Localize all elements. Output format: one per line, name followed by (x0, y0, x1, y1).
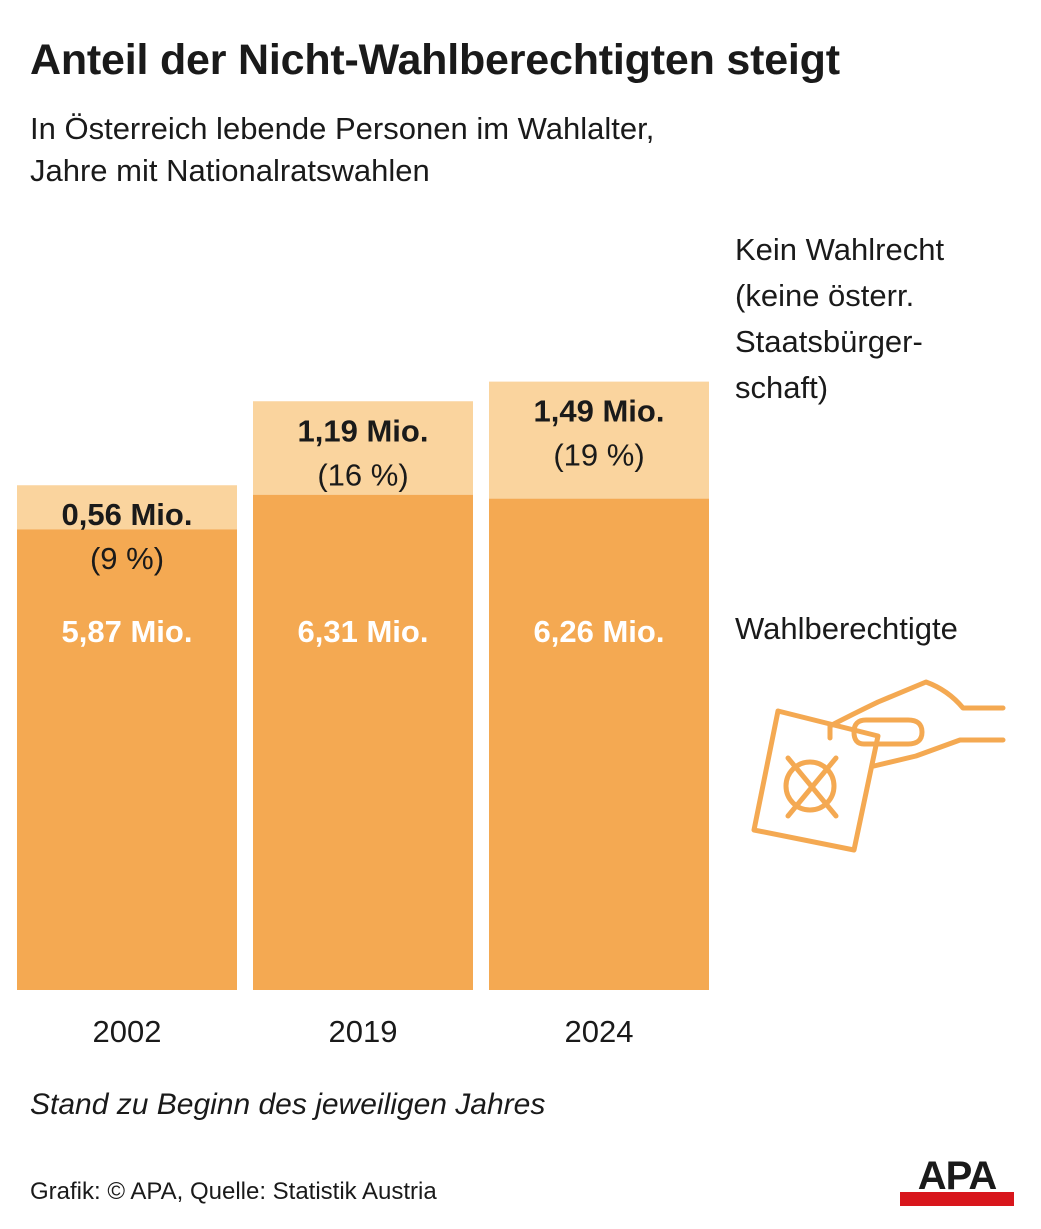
legend-eligible: Wahlberechtigte (735, 611, 958, 646)
stacked-bar-chart: 5,87 Mio. 0,56 Mio. (9 %) 2002 6,31 Mio. 1,19… (17, 381, 709, 1049)
x-tick-2002: 2002 (93, 1014, 162, 1049)
legend-no-vote-line-4: schaft) (735, 370, 829, 405)
chart-subtitle: In Österreich lebende Personen im Wahlal… (30, 108, 654, 192)
subtitle-line-1: In Österreich lebende Personen im Wahlal… (30, 111, 655, 146)
label-eligible-2002: 5,87 Mio. (62, 614, 193, 649)
label-eligible-2019: 6,31 Mio. (298, 614, 429, 649)
footnote: Stand zu Beginn des jeweiligen Jahres (30, 1088, 546, 1121)
x-tick-2019: 2019 (329, 1014, 398, 1049)
source-credit: Grafik: © APA, Quelle: Statistik Austria (30, 1178, 437, 1205)
label-no-vote-pct-2002: (9 %) (90, 541, 164, 576)
bar-no-vote-2019 (253, 401, 473, 495)
legend-no-vote: Kein Wahlrecht (keine österr. Staatsbürg… (735, 227, 944, 411)
apa-logo-text: APA (917, 1154, 997, 1198)
label-no-vote-2019: 1,19 Mio. (298, 413, 429, 448)
x-tick-2024: 2024 (565, 1014, 634, 1049)
bar-eligible-2024 (489, 498, 709, 990)
apa-logo-bar (900, 1192, 1014, 1206)
legend-no-vote-line-2: (keine österr. (735, 278, 915, 313)
label-no-vote-pct-2019: (16 %) (317, 457, 408, 492)
legend-no-vote-line-1: Kein Wahlrecht (735, 232, 945, 267)
label-no-vote-pct-2024: (19 %) (553, 438, 644, 473)
label-no-vote-2024: 1,49 Mio. (534, 394, 665, 429)
bar-no-vote-2002 (17, 485, 237, 530)
bar-eligible-2002 (17, 529, 237, 990)
label-no-vote-2002: 0,56 Mio. (62, 497, 193, 532)
label-eligible-2024: 6,26 Mio. (534, 614, 665, 649)
bar-no-vote-2024 (489, 381, 709, 499)
hand-ballot-icon (751, 679, 1006, 853)
chart-title: Anteil der Nicht-Wahlberechtigten steigt (30, 36, 840, 84)
bar-eligible-2019 (253, 494, 473, 990)
legend-no-vote-line-3: Staatsbürger- (735, 324, 923, 359)
subtitle-line-2: Jahre mit Nationalratswahlen (30, 153, 430, 188)
